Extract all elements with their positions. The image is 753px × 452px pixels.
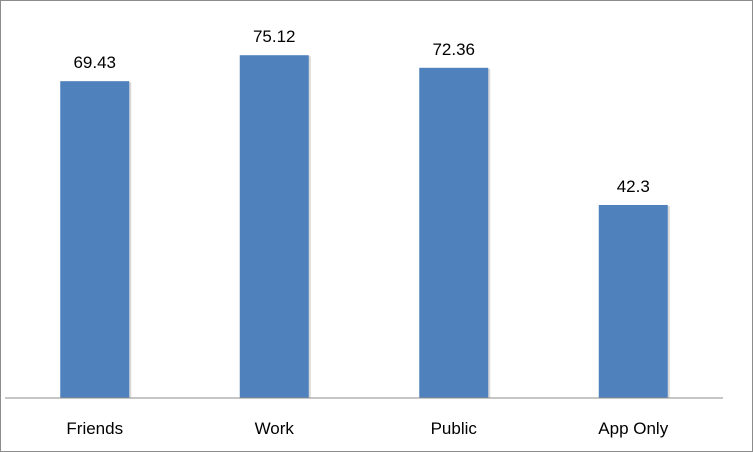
data-labels-group: 69.43 75.12 72.36 42.3 (73, 27, 649, 196)
x-tick-labels-group: Friends Work Public App Only (66, 419, 668, 438)
x-tick-label-public: Public (431, 419, 478, 438)
bars-group (60, 55, 670, 399)
data-label-public: 72.36 (432, 40, 475, 59)
bar-work (239, 55, 309, 399)
bar-app-only (598, 204, 668, 398)
x-tick-label-work: Work (255, 419, 295, 438)
data-label-work: 75.12 (253, 27, 296, 46)
data-label-app-only: 42.3 (617, 177, 650, 196)
bar-public (419, 67, 489, 399)
x-tick-label-app-only: App Only (598, 419, 668, 438)
x-tick-label-friends: Friends (66, 419, 123, 438)
bar-friends (60, 81, 130, 398)
data-label-friends: 69.43 (73, 53, 116, 72)
